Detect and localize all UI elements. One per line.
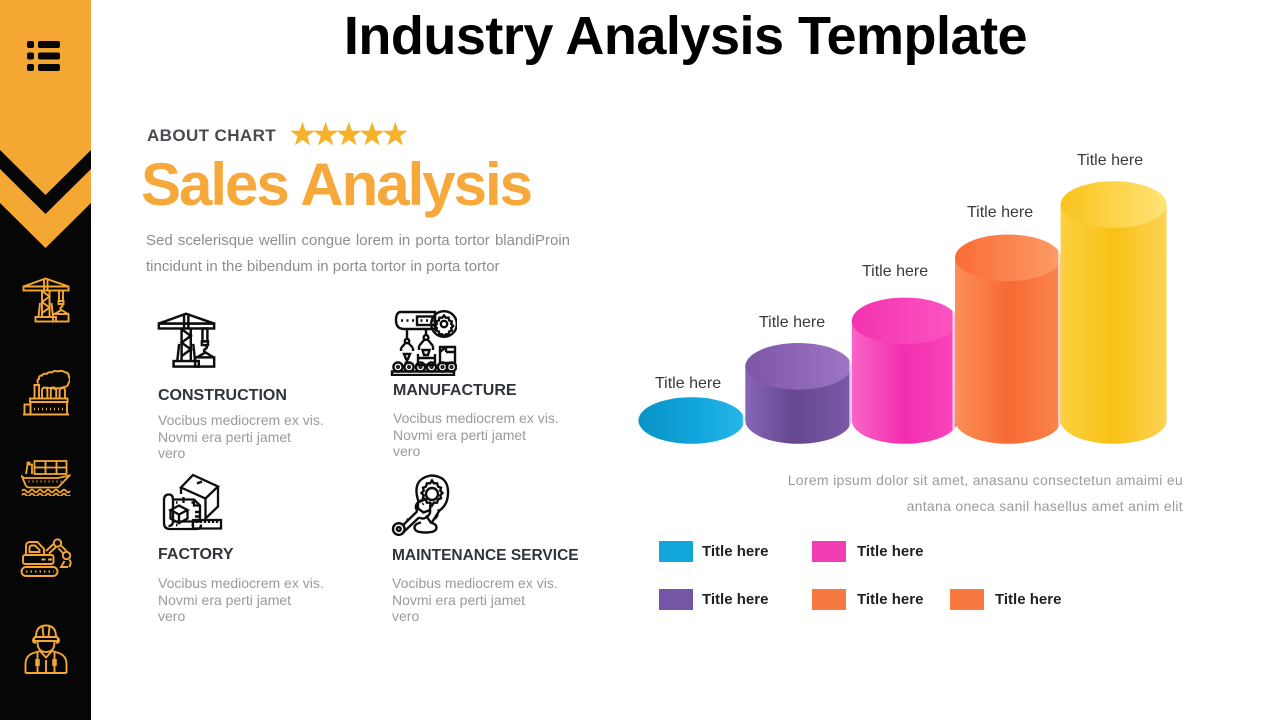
svg-text:Title here: Title here (967, 204, 1033, 221)
svg-text:Title here: Title here (862, 263, 928, 280)
svg-text:Title here: Title here (1077, 152, 1143, 169)
svg-text:Title here: Title here (655, 375, 721, 392)
svg-text:Title here: Title here (759, 314, 825, 331)
